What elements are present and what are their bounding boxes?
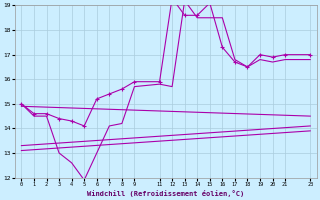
X-axis label: Windchill (Refroidissement éolien,°C): Windchill (Refroidissement éolien,°C) [87,190,244,197]
